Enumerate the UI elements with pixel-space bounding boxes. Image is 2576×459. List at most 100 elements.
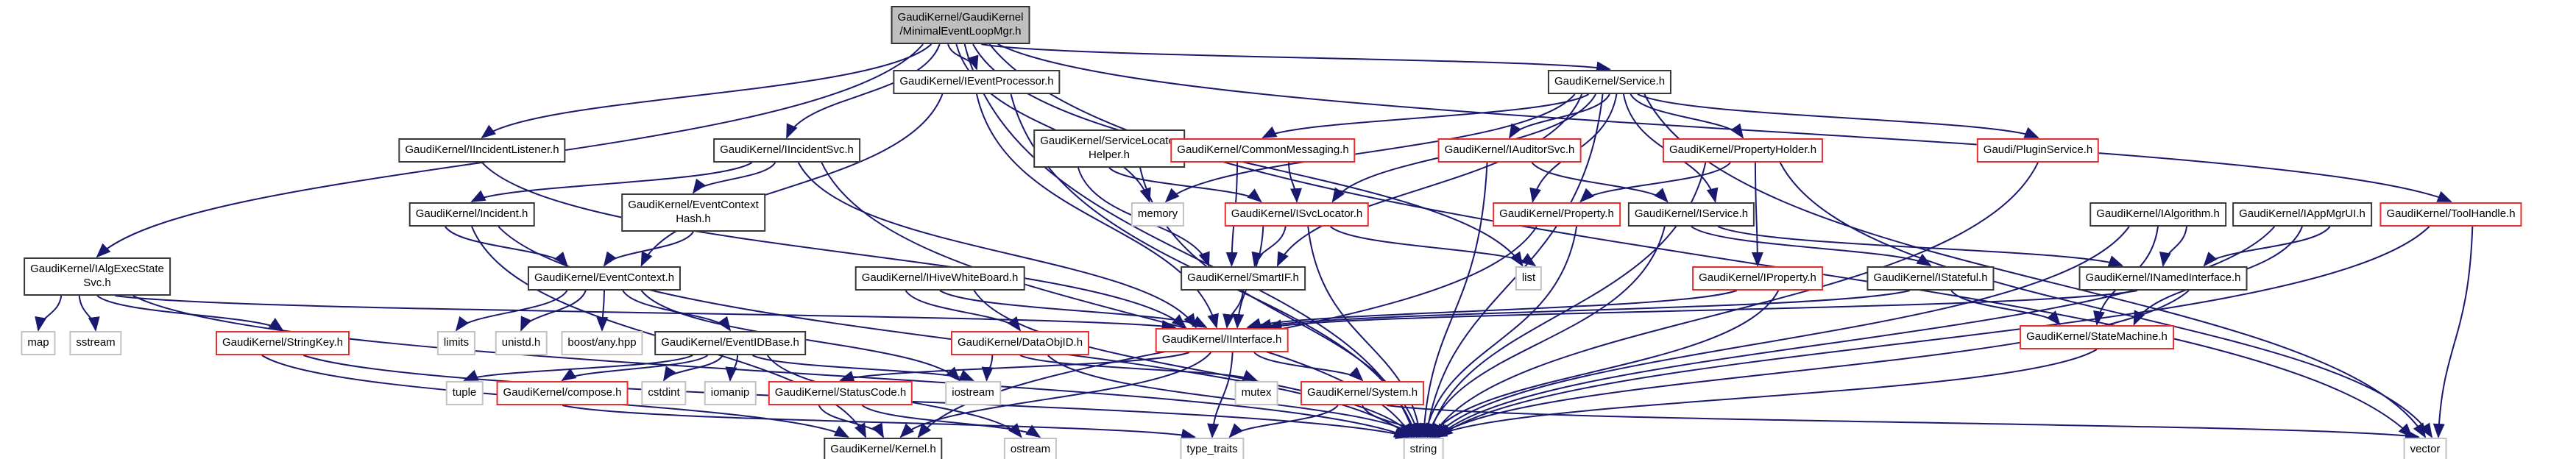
edge-istf-stm — [1950, 290, 2061, 326]
edge-iis-iint — [797, 162, 1197, 329]
node-stc[interactable]: GaudiKernel/StatusCode.h — [768, 381, 913, 405]
node-ialg[interactable]: GaudiKernel/IAlgorithm.h — [2090, 202, 2226, 227]
node-tup: tuple — [445, 381, 484, 405]
edge-ectx-ba — [596, 290, 609, 332]
edge-iil-iint — [481, 162, 1187, 329]
edge-inam-str — [1434, 290, 2190, 438]
node-inam[interactable]: GaudiKernel/INamedInterface.h — [2078, 266, 2248, 291]
node-istf[interactable]: GaudiKernel/IStateful.h — [1866, 266, 1995, 291]
node-iprop[interactable]: GaudiKernel/IProperty.h — [1692, 266, 1823, 291]
node-slh[interactable]: GaudiKernel/ServiceLocator Helper.h — [1033, 129, 1185, 168]
node-sk[interactable]: GaudiKernel/StringKey.h — [216, 331, 350, 355]
edge-iaes-sst — [78, 295, 100, 332]
edge-stm-str — [1432, 349, 2098, 438]
node-iom: iomanip — [704, 381, 757, 405]
node-ihwb[interactable]: GaudiKernel/IHiveWhiteBoard.h — [854, 266, 1025, 291]
edge-ihwb-str — [973, 290, 1415, 438]
node-isvc[interactable]: GaudiKernel/IService.h — [1627, 202, 1755, 227]
node-ost: ostream — [1003, 438, 1058, 459]
edge-mel-mem — [955, 43, 1151, 203]
edge-ech-ectx — [603, 231, 694, 267]
edge-svc-mem — [1164, 93, 1576, 203]
edge-svc-vec — [1643, 93, 2427, 438]
node-ba: boost/any.hpp — [561, 331, 643, 355]
edge-ph-iprop — [1751, 162, 1763, 267]
edge-svc-cmsg — [1262, 93, 1590, 138]
node-ker[interactable]: GaudiKernel/Kernel.h — [824, 438, 943, 459]
edge-svc-plug — [1637, 93, 2039, 138]
edge-slh-isl — [1108, 167, 1262, 203]
node-doi[interactable]: GaudiKernel/DataObjID.h — [950, 331, 1090, 355]
edge-isl-sif — [1251, 226, 1287, 267]
node-iaes[interactable]: GaudiKernel/IAlgExecState Svc.h — [24, 257, 171, 296]
edge-eib-ios — [751, 355, 974, 381]
node-ph[interactable]: GaudiKernel/PropertyHolder.h — [1662, 138, 1824, 163]
node-isl[interactable]: GaudiKernel/ISvcLocator.h — [1224, 202, 1370, 227]
node-eib[interactable]: GaudiKernel/EventIDBase.h — [654, 331, 806, 355]
edge-ectx-uni — [520, 290, 587, 332]
edge-svc-str — [1422, 93, 1604, 438]
edge-svc-iaud — [1508, 93, 1610, 139]
node-cstd: cstdint — [641, 381, 687, 405]
node-map: map — [21, 331, 56, 355]
edge-eib-tup — [463, 355, 693, 381]
edge-svc-ph — [1630, 93, 1744, 139]
edge-cmsg-isl — [1287, 162, 1302, 203]
edge-eib-iom — [725, 355, 739, 382]
node-sys[interactable]: GaudiKernel/System.h — [1300, 381, 1425, 405]
node-stm[interactable]: GaudiKernel/StateMachine.h — [2020, 325, 2174, 349]
edge-mel-iep — [947, 43, 979, 71]
edge-iaud-str — [1418, 162, 1488, 438]
edge-iint-tt — [1207, 352, 1234, 438]
edge-iint-sys — [1253, 352, 1364, 382]
edge-ectx-lim — [455, 290, 568, 332]
edge-comp-tt — [562, 405, 1197, 441]
node-plug[interactable]: Gaudi/PluginService.h — [1976, 138, 2100, 163]
node-mtx: mutex — [1234, 381, 1278, 405]
node-th[interactable]: GaudiKernel/ToolHandle.h — [2379, 202, 2522, 227]
edge-iaud-isvc — [1531, 162, 1669, 203]
node-uni: unistd.h — [495, 331, 548, 355]
node-cmsg[interactable]: GaudiKernel/CommonMessaging.h — [1170, 138, 1356, 163]
node-iaud[interactable]: GaudiKernel/IAuditorSvc.h — [1437, 138, 1582, 163]
edge-prop-str — [1421, 226, 1578, 438]
edge-isvc-istf — [1691, 226, 1932, 267]
node-lim: limits — [436, 331, 476, 355]
node-ios: iostream — [945, 381, 1001, 405]
edge-isl-list — [1330, 226, 1537, 267]
node-mem: memory — [1130, 202, 1185, 227]
node-iil[interactable]: GaudiKernel/IIncidentListener.h — [398, 138, 566, 163]
edge-mel-iil — [481, 43, 933, 139]
edge-iaes-map — [35, 295, 63, 332]
edge-eib-comp — [561, 355, 709, 382]
edge-ialg-inam — [2159, 226, 2188, 267]
node-sif[interactable]: GaudiKernel/SmartIF.h — [1181, 266, 1306, 291]
node-ectx[interactable]: GaudiKernel/EventContext.h — [527, 266, 682, 291]
edge-th-vec — [2432, 226, 2474, 438]
edge-mel-th — [997, 43, 2452, 202]
node-svc[interactable]: GaudiKernel/Service.h — [1547, 70, 1672, 94]
node-iis[interactable]: GaudiKernel/IIncidentSvc.h — [713, 138, 860, 163]
edge-iprop-iint — [1246, 290, 1738, 330]
edge-iamu-inam — [2203, 226, 2331, 267]
edge-iprop-str — [1429, 290, 1780, 438]
edge-mel-iis — [786, 43, 941, 139]
node-iint[interactable]: GaudiKernel/IInterface.h — [1155, 328, 1289, 352]
edge-inam-iint — [1267, 290, 2138, 332]
edge-sys-tt — [1228, 405, 1339, 438]
edge-svc-sif — [1276, 93, 1583, 267]
edge-mel-vec — [988, 43, 2413, 438]
edge-inc-ectx — [445, 226, 568, 267]
node-ech[interactable]: GaudiKernel/EventContext Hash.h — [621, 193, 765, 232]
edge-sys-vec — [1387, 405, 2420, 441]
node-inc[interactable]: GaudiKernel/Incident.h — [408, 202, 535, 227]
edge-istf-iint — [1256, 290, 1911, 331]
edge-iint-stc — [839, 352, 1190, 382]
node-iep[interactable]: GaudiKernel/IEventProcessor.h — [893, 70, 1061, 94]
node-comp[interactable]: GaudiKernel/compose.h — [496, 381, 629, 405]
node-prop[interactable]: GaudiKernel/Property.h — [1493, 202, 1621, 227]
node-tt: type_traits — [1180, 438, 1245, 459]
edge-ihwb-doi — [905, 290, 1022, 332]
node-iamu[interactable]: GaudiKernel/IAppMgrUI.h — [2232, 202, 2372, 227]
